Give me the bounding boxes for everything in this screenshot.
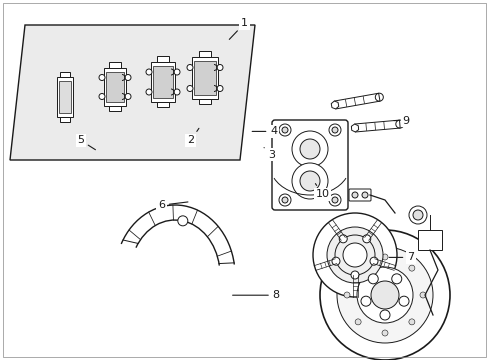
Circle shape — [356, 267, 412, 323]
Text: 2: 2 — [187, 128, 199, 145]
Circle shape — [146, 69, 152, 75]
Circle shape — [350, 271, 358, 279]
Circle shape — [419, 292, 425, 298]
Circle shape — [342, 243, 366, 267]
Bar — [151, 62, 175, 102]
Circle shape — [174, 89, 180, 95]
Circle shape — [331, 197, 337, 203]
Circle shape — [360, 296, 370, 306]
Circle shape — [217, 64, 223, 71]
Text: 3: 3 — [264, 148, 274, 160]
Text: 7: 7 — [388, 252, 413, 262]
Circle shape — [362, 235, 370, 243]
Circle shape — [326, 227, 382, 283]
Circle shape — [328, 124, 340, 136]
Bar — [57, 77, 73, 117]
Text: 5: 5 — [77, 135, 95, 150]
Circle shape — [336, 247, 432, 343]
Circle shape — [99, 94, 105, 99]
Bar — [59, 81, 71, 113]
Bar — [109, 62, 121, 68]
Circle shape — [354, 265, 361, 271]
Circle shape — [319, 230, 449, 360]
Circle shape — [370, 281, 398, 309]
Circle shape — [391, 274, 401, 284]
Bar — [157, 102, 169, 107]
Polygon shape — [354, 120, 399, 132]
Circle shape — [279, 194, 290, 206]
Circle shape — [125, 75, 131, 81]
Text: 1: 1 — [229, 18, 247, 39]
Circle shape — [125, 94, 131, 99]
Circle shape — [299, 171, 319, 191]
Bar — [199, 51, 210, 57]
Bar — [104, 68, 126, 106]
Circle shape — [408, 206, 426, 224]
Polygon shape — [351, 124, 358, 132]
Bar — [106, 72, 124, 102]
Polygon shape — [10, 25, 254, 160]
Circle shape — [291, 131, 327, 167]
Bar — [60, 117, 70, 122]
Text: 6: 6 — [158, 200, 187, 210]
Circle shape — [178, 216, 187, 226]
Circle shape — [331, 127, 337, 133]
Circle shape — [186, 64, 193, 71]
Circle shape — [279, 124, 290, 136]
Circle shape — [408, 319, 414, 325]
Bar — [157, 56, 169, 62]
Circle shape — [361, 192, 367, 198]
Text: 8: 8 — [232, 290, 279, 300]
Bar — [60, 72, 70, 77]
Circle shape — [331, 257, 339, 265]
FancyBboxPatch shape — [348, 189, 370, 201]
Circle shape — [146, 89, 152, 95]
Polygon shape — [330, 101, 338, 109]
Circle shape — [398, 296, 408, 306]
Circle shape — [217, 86, 223, 91]
Bar — [153, 66, 173, 98]
Circle shape — [312, 213, 396, 297]
Bar — [109, 106, 121, 111]
Circle shape — [408, 265, 414, 271]
Circle shape — [412, 210, 422, 220]
Polygon shape — [334, 93, 379, 109]
Text: 9: 9 — [393, 116, 408, 126]
Circle shape — [343, 292, 349, 298]
Circle shape — [299, 139, 319, 159]
Bar — [192, 57, 218, 99]
Bar — [417, 230, 441, 250]
FancyBboxPatch shape — [271, 120, 347, 210]
Circle shape — [379, 310, 389, 320]
Text: 4: 4 — [252, 126, 277, 136]
Circle shape — [354, 319, 361, 325]
Circle shape — [351, 192, 357, 198]
Circle shape — [369, 257, 377, 265]
Circle shape — [282, 127, 287, 133]
Circle shape — [367, 274, 378, 284]
Circle shape — [291, 163, 327, 199]
Circle shape — [381, 330, 387, 336]
Circle shape — [174, 69, 180, 75]
Text: 10: 10 — [315, 184, 329, 199]
Circle shape — [99, 75, 105, 81]
Bar — [199, 99, 210, 104]
Circle shape — [381, 254, 387, 260]
Circle shape — [339, 235, 346, 243]
Circle shape — [186, 86, 193, 91]
Bar — [194, 61, 216, 95]
Circle shape — [328, 194, 340, 206]
Circle shape — [282, 197, 287, 203]
